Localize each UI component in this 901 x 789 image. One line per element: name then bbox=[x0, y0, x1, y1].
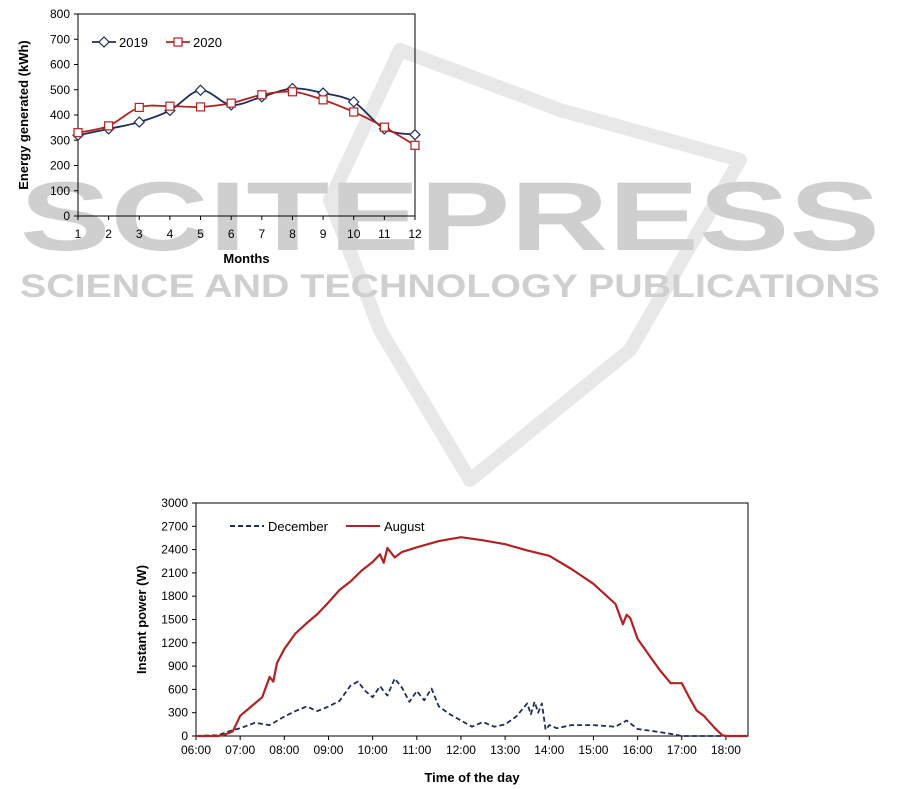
chart2-x-tick-label: 09:00 bbox=[313, 743, 343, 757]
chart1-point-2019 bbox=[347, 96, 360, 108]
chart2-x-tick-label: 17:00 bbox=[667, 743, 697, 757]
chart2-y-tick-label: 900 bbox=[168, 659, 188, 673]
chart2-x-ticks: 06:00 07:00 08:00 09:00 10:00 11:00 12:00 13:00… bbox=[181, 736, 741, 757]
chart2-y-tick-label: 600 bbox=[168, 682, 188, 696]
chart1-series-lines bbox=[72, 82, 421, 150]
chart1-point-2020 bbox=[104, 121, 114, 131]
chart1-legend-marker-2019 bbox=[98, 36, 110, 48]
chart1-x-tick-label: 10 bbox=[347, 227, 361, 241]
chart1-y-axis-title: Energy generated (kWh) bbox=[16, 40, 31, 190]
chart2-legend: December August bbox=[230, 519, 425, 534]
chart1-x-tick-label: 5 bbox=[197, 227, 204, 241]
chart1-point-2020 bbox=[318, 95, 328, 105]
chart1-legend-marker-2020 bbox=[173, 37, 183, 47]
chart1-point-2020 bbox=[349, 107, 359, 117]
chart1-legend-label-2019: 2019 bbox=[119, 35, 148, 50]
chart1-y-tick-label: 500 bbox=[50, 83, 70, 97]
chart2-x-tick-label: 10:00 bbox=[358, 743, 388, 757]
chart1-y-tick-label: 800 bbox=[50, 7, 70, 21]
chart1-x-tick-label: 11 bbox=[378, 227, 391, 241]
chart2-x-tick-label: 11:00 bbox=[402, 743, 431, 757]
chart1-point-2020 bbox=[379, 122, 389, 132]
chart2-x-tick-label: 14:00 bbox=[534, 743, 564, 757]
chart2-x-axis-title: Time of the day bbox=[424, 770, 520, 785]
chart1-x-tick-label: 6 bbox=[228, 227, 235, 241]
chart2-y-tick-label: 1800 bbox=[161, 589, 188, 603]
chart2-series-lines bbox=[195, 536, 748, 738]
chart2-x-tick-label: 06:00 bbox=[181, 743, 211, 757]
chart2-y-axis-title: Instant power (W) bbox=[134, 565, 149, 674]
chart2-y-tick-label: 2700 bbox=[161, 519, 188, 533]
chart2-y-tick-label: 2100 bbox=[161, 566, 188, 580]
chart1-point-2020 bbox=[73, 128, 83, 138]
chart1-point-2020 bbox=[195, 102, 206, 112]
chart1-x-tick-label: 3 bbox=[136, 227, 143, 241]
chart1-x-tick-label: 7 bbox=[258, 227, 265, 241]
chart1-legend-label-2020: 2020 bbox=[193, 35, 222, 50]
chart2-y-tick-label: 2400 bbox=[161, 543, 188, 557]
chart1-y-tick-label: 300 bbox=[50, 133, 70, 147]
chart1-y-tick-label: 700 bbox=[50, 32, 70, 46]
chart1-point-2020 bbox=[165, 101, 175, 111]
chart2-x-tick-label: 12:00 bbox=[446, 743, 476, 757]
chart2-series-december-line bbox=[195, 677, 748, 737]
chart1-point-2019 bbox=[409, 128, 421, 141]
chart2-y-tick-label: 1500 bbox=[161, 613, 188, 627]
chart1-point-2020 bbox=[226, 98, 236, 108]
chart2-legend-label-august: August bbox=[384, 519, 425, 534]
watermark-tagline: SCIENCE AND TECHNOLOGY PUBLICATIONS bbox=[20, 268, 880, 304]
chart2-y-tick-label: 1200 bbox=[161, 636, 188, 650]
chart1-x-tick-label: 4 bbox=[167, 227, 174, 241]
chart1-x-tick-label: 8 bbox=[289, 227, 296, 241]
chart2-x-tick-label: 16:00 bbox=[623, 743, 653, 757]
chart1-point-2020 bbox=[134, 102, 144, 113]
chart1-point-2020 bbox=[257, 90, 267, 100]
chart1-y-ticks: 0 100 200 300 400 500 600 700 800 bbox=[50, 7, 78, 223]
chart2-y-tick-label: 0 bbox=[181, 729, 188, 743]
chart2-x-tick-label: 15:00 bbox=[578, 743, 608, 757]
chart1-x-tick-label: 2 bbox=[105, 227, 112, 241]
chart1-x-tick-label: 12 bbox=[408, 227, 422, 241]
chart2-x-tick-label: 08:00 bbox=[269, 743, 299, 757]
chart1-y-tick-label: 200 bbox=[50, 159, 70, 173]
chart2-x-tick-label: 07:00 bbox=[225, 743, 255, 757]
chart2-x-tick-label: 13:00 bbox=[490, 743, 520, 757]
chart2-y-ticks: 0 300 600 900 1200 1500 1800 2100 2400 2700 3000 bbox=[161, 496, 196, 743]
chart1-x-ticks: 1 2 3 4 5 6 7 8 9 10 11 12 bbox=[75, 216, 422, 241]
chart2-series-august-line bbox=[196, 536, 748, 738]
chart1-x-tick-label: 9 bbox=[320, 227, 327, 241]
chart1-legend: 2019 2020 bbox=[92, 35, 222, 50]
chart2-x-tick-label: 18:00 bbox=[711, 743, 741, 757]
chart1-x-tick-label: 1 bbox=[75, 227, 82, 241]
chart1-point-2020 bbox=[410, 140, 420, 150]
chart1-y-tick-label: 400 bbox=[50, 108, 70, 122]
chart1-y-tick-label: 0 bbox=[63, 209, 70, 223]
chart1-y-tick-label: 600 bbox=[50, 58, 70, 72]
chart2-legend-label-december: December bbox=[268, 519, 329, 534]
watermark-logo-icon bbox=[323, 43, 747, 487]
chart1-point-2020 bbox=[287, 87, 298, 97]
chart1-point-2019 bbox=[194, 84, 207, 97]
chart2-y-tick-label: 300 bbox=[168, 706, 188, 720]
chart2-y-tick-label: 3000 bbox=[161, 496, 188, 510]
chart1-x-axis-title: Months bbox=[223, 251, 269, 266]
chart1-y-tick-label: 100 bbox=[50, 184, 70, 198]
chart1-point-2019 bbox=[133, 116, 146, 128]
